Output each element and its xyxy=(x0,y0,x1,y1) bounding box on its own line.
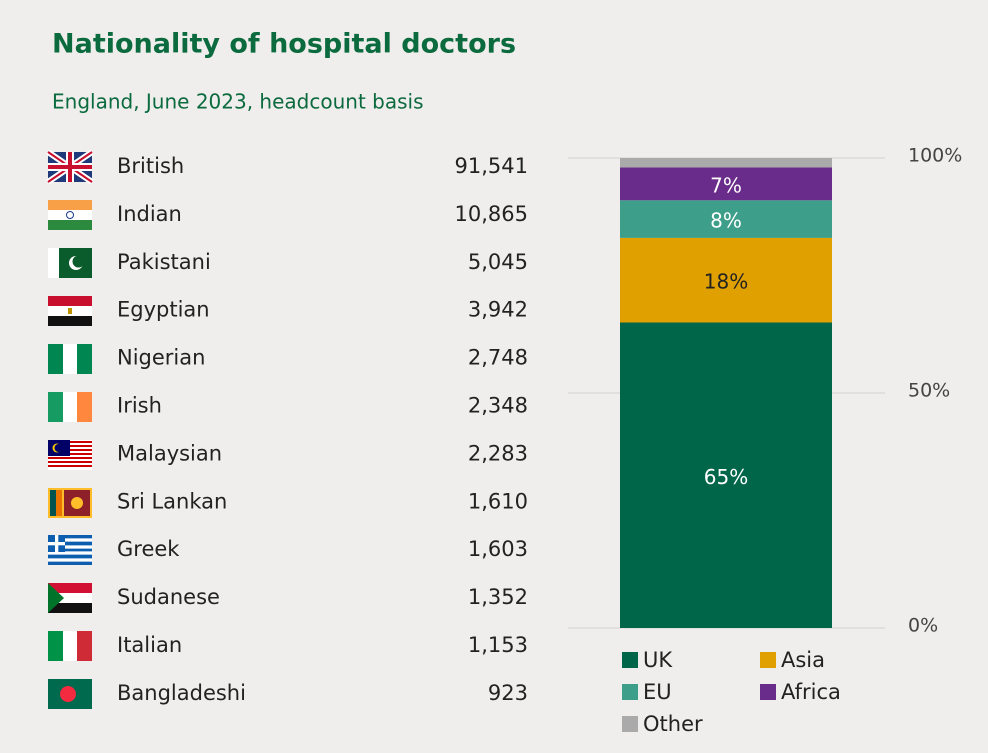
bar-segment xyxy=(620,200,832,238)
legend-label: Asia xyxy=(781,648,825,672)
flag xyxy=(48,583,92,613)
headcount: 91,541 xyxy=(455,154,528,178)
flag xyxy=(48,488,92,518)
value-label: 8% xyxy=(710,209,742,233)
flag xyxy=(48,200,92,230)
headcount: 3,942 xyxy=(468,298,528,322)
flag xyxy=(48,440,92,470)
legend-swatch xyxy=(622,716,638,732)
subtitle: England, June 2023, headcount basis xyxy=(52,90,424,114)
nationality: Greek xyxy=(117,537,180,561)
nationality: Indian xyxy=(117,202,182,226)
nationality: Egyptian xyxy=(117,298,210,322)
y-tick-label: 0% xyxy=(908,615,938,637)
nationality: Sri Lankan xyxy=(117,489,227,513)
legend-label: Africa xyxy=(781,680,841,704)
legend-label: EU xyxy=(643,680,672,704)
headcount: 1,153 xyxy=(468,633,528,657)
legend-label: Other xyxy=(643,712,703,736)
headcount: 923 xyxy=(488,681,528,705)
bar-segment xyxy=(620,322,832,628)
y-tick-label: 50% xyxy=(908,380,950,402)
nationality: Pakistani xyxy=(117,250,211,274)
flag xyxy=(48,248,92,278)
nationality: British xyxy=(117,154,184,178)
nationality: Malaysian xyxy=(117,441,222,465)
legend-swatch xyxy=(622,684,638,700)
value-label: 7% xyxy=(710,173,742,197)
headcount: 2,348 xyxy=(468,394,528,418)
flag xyxy=(48,535,92,565)
headcount: 5,045 xyxy=(468,250,528,274)
nationality: Sudanese xyxy=(117,585,220,609)
legend-swatch xyxy=(622,652,638,668)
title: Nationality of hospital doctors xyxy=(52,29,516,60)
nationality: Nigerian xyxy=(117,346,205,370)
value-label: 18% xyxy=(704,270,748,294)
value-label: 65% xyxy=(704,465,748,489)
flag xyxy=(46,149,94,185)
y-tick-label: 100% xyxy=(908,145,962,167)
headcount: 2,748 xyxy=(468,346,528,370)
flags xyxy=(46,149,94,709)
flag xyxy=(48,631,92,661)
legend-swatch xyxy=(760,684,776,700)
nationality: Italian xyxy=(117,633,182,657)
headcount: 1,603 xyxy=(468,537,528,561)
flag xyxy=(48,679,92,709)
legend-swatch xyxy=(760,652,776,668)
legend-label: UK xyxy=(643,648,673,672)
headcount: 10,865 xyxy=(455,202,528,226)
headcount: 1,610 xyxy=(468,489,528,513)
nationality: Irish xyxy=(117,394,162,418)
bar-segment xyxy=(620,237,832,323)
flag xyxy=(48,392,92,422)
bar-segment xyxy=(620,158,832,168)
nationality: Bangladeshi xyxy=(117,681,246,705)
flag xyxy=(48,344,92,374)
headcount: 2,283 xyxy=(468,441,528,465)
flag xyxy=(48,296,92,326)
headcount: 1,352 xyxy=(468,585,528,609)
bar-segment xyxy=(620,167,832,201)
